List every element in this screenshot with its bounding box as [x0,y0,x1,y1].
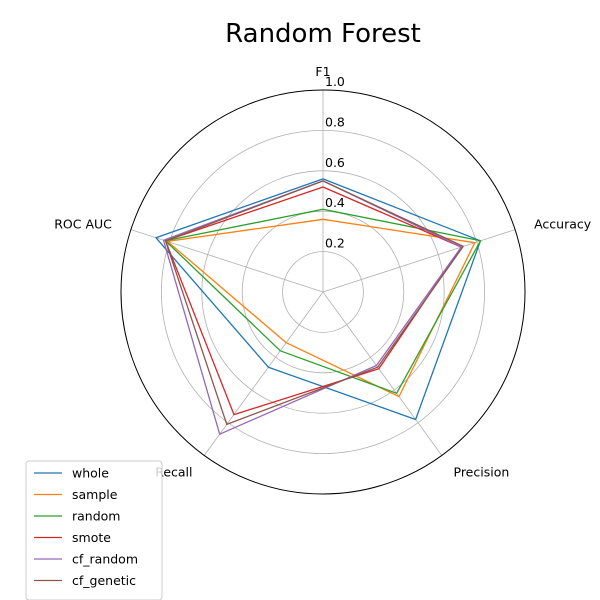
axis-label-accuracy: Accuracy [534,216,592,231]
grid-spoke [322,229,516,293]
chart-title: Random Forest [225,19,421,49]
legend-label-sample: sample [72,487,118,502]
series-line-smote [164,186,462,416]
legend-label-whole: whole [72,466,109,481]
series-line-sample [166,218,476,398]
r-tick-label: 0.6 [325,155,345,170]
r-tick-label: 0.4 [325,195,345,210]
grid-spoke [322,291,443,456]
legend-label-smote: smote [72,530,111,545]
radar-grid [120,89,526,495]
legend: whole sample random smote cf_random cf_geneti… [25,460,163,600]
r-tick-label: 0.8 [325,114,345,129]
series-line-cf_genetic [164,180,464,426]
radar-series [155,178,482,435]
r-tick-label: 0.2 [325,236,345,251]
series-line-whole [155,178,482,421]
grid-spoke [203,291,324,456]
axis-label-roc-auc: ROC AUC [54,216,112,231]
axis-label-precision: Precision [454,465,510,480]
grid-spoke [130,229,324,293]
series-line-cf_random [162,180,462,435]
legend-frame [25,460,163,600]
radar-labels: 0.2 0.4 0.6 0.8 1.0F1 Accuracy Precision Recall… [54,64,592,480]
legend-label-random: random [72,509,120,524]
series-line-random [164,208,482,394]
axis-label-recall: Recall [155,465,192,480]
outer-frame [120,89,526,495]
legend-label-cf_genetic: cf_genetic [72,573,136,588]
r-tick-label: 1.0 [325,74,345,89]
axis-label-f1: F1 [315,64,330,79]
legend-label-cf_random: cf_random [72,552,138,567]
